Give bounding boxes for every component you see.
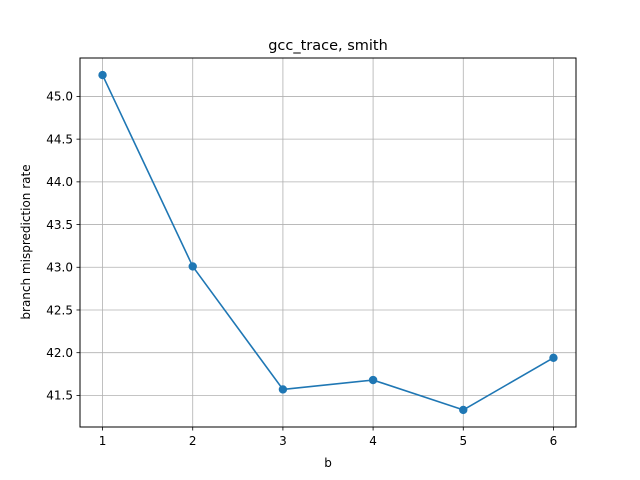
data-point [98, 70, 107, 80]
x-tick-label: 6 [550, 434, 558, 448]
y-tick-label: 42.5 [46, 303, 73, 317]
x-axis-label: b [324, 456, 332, 470]
y-tick-label: 45.0 [46, 90, 73, 104]
data-point [188, 262, 197, 271]
data-point [278, 385, 288, 394]
data-point [549, 353, 558, 363]
x-tick-label: 3 [279, 434, 287, 448]
data-point [459, 405, 468, 415]
y-tick-label: 43.5 [46, 218, 73, 232]
y-tick-label: 41.5 [46, 389, 73, 403]
x-tick-label: 5 [459, 434, 467, 448]
plot-frame [79, 57, 577, 428]
series-layer [98, 70, 558, 415]
data-point [368, 375, 378, 385]
y-tick-label: 42.0 [46, 346, 73, 360]
y-tick-label: 44.5 [46, 132, 73, 146]
x-tick-label: 2 [189, 434, 197, 448]
axis-ticks: 1 2 3 4 5 6 41.5 42.0 42.5 43.0 43.5 44.0 44.5 45.0 [46, 90, 557, 448]
y-axis-label: branch misprediction rate [19, 164, 33, 319]
y-tick-label: 43.0 [46, 261, 73, 275]
series-line [101, 74, 554, 411]
x-tick-label: 4 [369, 434, 377, 448]
chart-title: gcc_trace, smith [268, 38, 388, 54]
y-tick-label: 44.0 [46, 175, 73, 189]
x-tick-label: 1 [99, 434, 107, 448]
grid-lines [80, 58, 576, 427]
